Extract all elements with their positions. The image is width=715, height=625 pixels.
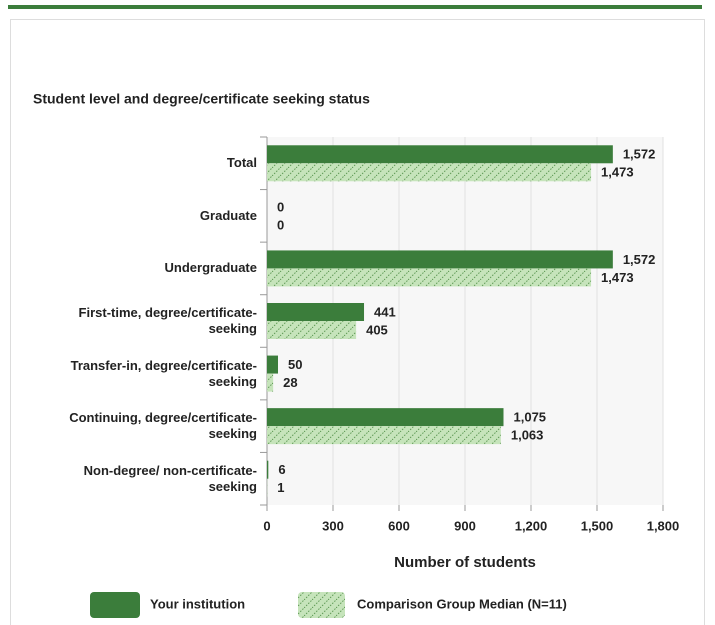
y-tick-label: Undergraduate xyxy=(164,260,257,276)
x-tick-label: 600 xyxy=(388,518,410,533)
y-tick-label: Graduate xyxy=(199,207,257,223)
value-label: 6 xyxy=(278,462,285,477)
bar xyxy=(267,321,357,339)
bar xyxy=(267,163,592,182)
legend-swatch xyxy=(90,592,140,618)
legend-label: Your institution xyxy=(150,596,245,611)
value-label: 1 xyxy=(277,480,284,495)
y-tick-label: Continuing, degree/certificate-seeking xyxy=(69,410,257,442)
top-bar xyxy=(8,5,702,9)
x-tick-label: 1,800 xyxy=(647,518,680,533)
bar xyxy=(267,303,365,321)
value-label: 0 xyxy=(277,217,284,232)
value-label: 1,473 xyxy=(601,165,634,180)
x-tick-label: 1,500 xyxy=(581,518,614,533)
y-tick-label: Non-degree/ non-certificate-seeking xyxy=(83,462,257,494)
value-label: 50 xyxy=(288,357,302,372)
bar xyxy=(267,408,504,427)
x-tick-label: 1,200 xyxy=(515,518,548,533)
value-label: 1,572 xyxy=(623,147,656,162)
chart-title: Student level and degree/certificate see… xyxy=(33,91,370,107)
x-axis-title: Number of students xyxy=(394,554,536,571)
value-label: 1,572 xyxy=(623,252,656,267)
value-label: 1,063 xyxy=(511,428,544,443)
bar xyxy=(267,426,501,445)
bar xyxy=(267,355,278,374)
bar xyxy=(267,145,613,164)
x-tick-label: 300 xyxy=(322,518,344,533)
y-tick-label: First-time, degree/certificate-seeking xyxy=(78,305,257,336)
legend-swatch xyxy=(298,592,345,618)
value-label: 441 xyxy=(374,304,396,319)
bar xyxy=(267,460,269,479)
x-tick-label: 0 xyxy=(263,518,270,533)
x-tick-label: 900 xyxy=(454,518,476,533)
value-label: 1,473 xyxy=(601,270,634,285)
value-label: 405 xyxy=(366,322,388,337)
bar xyxy=(267,250,613,269)
y-tick-label: Total xyxy=(226,155,257,171)
value-label: 28 xyxy=(283,375,297,390)
value-label: 0 xyxy=(277,199,284,214)
bar xyxy=(267,268,592,287)
bar xyxy=(267,373,274,392)
legend-label: Comparison Group Median (N=11) xyxy=(357,596,567,611)
value-label: 1,075 xyxy=(514,410,547,425)
y-tick-label: Transfer-in, degree/certificate-seeking xyxy=(70,357,257,389)
